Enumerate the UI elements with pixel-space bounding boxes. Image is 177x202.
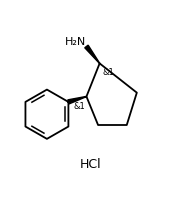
Text: &1: &1 [73,102,85,110]
Text: H₂N: H₂N [64,37,86,46]
Polygon shape [85,46,100,64]
Text: HCl: HCl [79,157,101,170]
Polygon shape [68,97,87,104]
Text: &1: &1 [103,68,115,77]
